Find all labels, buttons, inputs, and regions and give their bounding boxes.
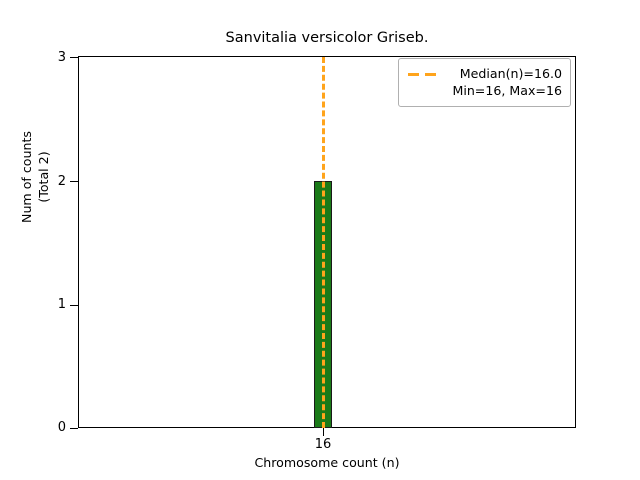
- chart-legend: Median(n)=16.0 Min=16, Max=16: [398, 58, 571, 107]
- y-axis-label: Num of counts (Total 2): [18, 0, 52, 357]
- median-line: [321, 57, 325, 428]
- y-tick-mark-1: [70, 304, 78, 306]
- y-tick-label-3: 3: [57, 49, 66, 65]
- x-tick-mark-16: [322, 428, 324, 436]
- y-tick-mark-2: [70, 181, 78, 183]
- legend-text: Median(n)=16.0 Min=16, Max=16: [441, 65, 562, 99]
- y-tick-label-2: 2: [57, 173, 66, 189]
- legend-entry-minmax: Min=16, Max=16: [452, 83, 562, 98]
- y-tick-mark-0: [70, 428, 78, 430]
- chart-title: Sanvitalia versicolor Griseb.: [225, 30, 429, 46]
- y-axis-label-line1: Num of counts: [19, 131, 34, 223]
- legend-median-line-icon: [407, 68, 441, 82]
- y-tick-label-1: 1: [57, 297, 66, 312]
- legend-entry-median: Median(n)=16.0: [459, 66, 562, 81]
- y-tick-label-0: 0: [57, 420, 66, 435]
- y-tick-mark-3: [70, 57, 78, 59]
- x-axis-label: Chromosome count (n): [254, 455, 400, 470]
- y-axis-label-line2: (Total 2): [36, 151, 51, 203]
- x-tick-label-16: 16: [314, 437, 332, 452]
